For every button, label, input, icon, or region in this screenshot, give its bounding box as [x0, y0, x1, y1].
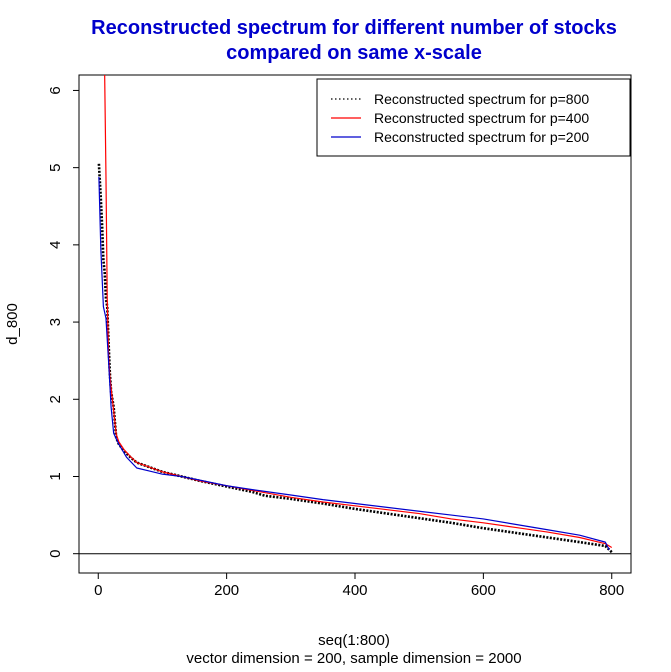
- legend-label-p800: Reconstructed spectrum for p=800: [374, 91, 589, 107]
- x-tick-label: 400: [342, 582, 367, 599]
- legend: Reconstructed spectrum for p=800 Reconst…: [316, 78, 631, 157]
- y-axis-label: d_800: [4, 303, 21, 345]
- y-axis: 0 1 2 3 4 5 6: [47, 86, 79, 558]
- legend-label-p400: Reconstructed spectrum for p=400: [374, 110, 589, 126]
- x-tick-label: 0: [94, 582, 102, 599]
- legend-box: [316, 78, 631, 157]
- chart-title-line-2: compared on same x-scale: [226, 42, 482, 64]
- y-tick-label: 5: [47, 163, 64, 171]
- y-tick-label: 6: [47, 86, 64, 94]
- y-tick-label: 4: [47, 241, 64, 249]
- x-tick-label: 800: [599, 582, 624, 599]
- legend-label-p200: Reconstructed spectrum for p=200: [374, 129, 589, 145]
- x-axis-sublabel: vector dimension = 200, sample dimension…: [186, 650, 521, 667]
- y-tick-label: 0: [47, 550, 64, 558]
- series-group: [97, 75, 613, 554]
- y-tick-label: 2: [47, 395, 64, 403]
- x-axis: 0 200 400 600 800: [94, 573, 624, 599]
- x-tick-label: 600: [471, 582, 496, 599]
- x-axis-label: seq(1:800): [318, 632, 390, 649]
- y-tick-label: 1: [47, 472, 64, 480]
- chart-title-line-1: Reconstructed spectrum for different num…: [91, 17, 617, 39]
- series-line-2: [98, 176, 610, 551]
- series-line-0: [97, 163, 613, 554]
- x-tick-label: 200: [214, 582, 239, 599]
- y-tick-label: 3: [47, 318, 64, 326]
